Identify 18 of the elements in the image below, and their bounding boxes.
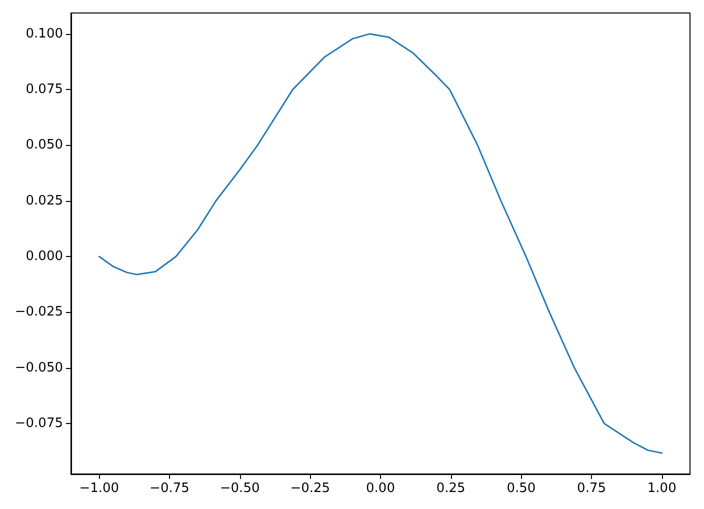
y-tick-label: −0.025: [14, 304, 63, 320]
x-tick-label: −0.50: [220, 481, 260, 496]
line-series: [98, 33, 663, 454]
y-tick-label: 0.100: [26, 26, 63, 42]
x-tick-label: −1.00: [79, 481, 120, 496]
x-tick-label: 0.75: [577, 481, 606, 496]
y-tick-label: 0.050: [26, 138, 63, 153]
y-tick-label: 0.000: [26, 249, 63, 264]
y-tick-label: 0.025: [26, 193, 63, 208]
y-tick-label: 0.075: [26, 82, 63, 98]
x-tick-label: 0.00: [366, 481, 395, 496]
x-tick-label: −0.75: [150, 481, 190, 496]
x-tick-label: 0.25: [436, 481, 466, 496]
x-tick-label: 0.50: [506, 481, 536, 496]
x-tick-label: 1.00: [647, 481, 676, 496]
y-tick-label: −0.075: [14, 416, 63, 431]
y-tick-label: −0.050: [14, 360, 63, 376]
x-tick-label: −0.25: [290, 481, 330, 496]
